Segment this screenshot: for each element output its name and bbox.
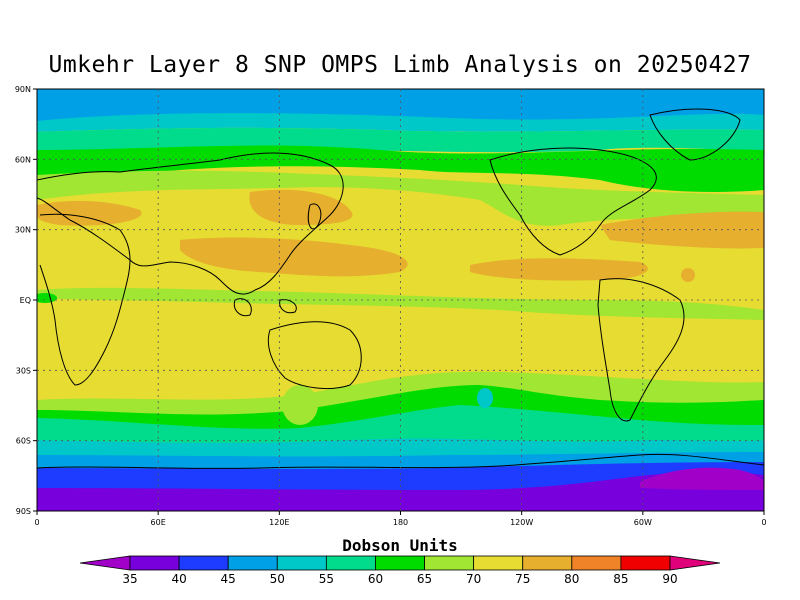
x-tick-label: 60W (634, 518, 652, 527)
colorbar-low-arrow (79, 555, 131, 571)
colorbar-label: 65 (417, 572, 432, 586)
colorbar-swatch (375, 555, 425, 571)
colorbar-label: 40 (171, 572, 186, 586)
x-tick-label: 0 (761, 518, 766, 527)
colorbar-title: Dobson Units (342, 536, 458, 555)
colorbar-label: 55 (319, 572, 334, 586)
x-tick-label: 120E (269, 518, 289, 527)
x-tick-label: 120W (510, 518, 533, 527)
colorbar-label: 85 (613, 572, 628, 586)
colorbar-swatch (129, 555, 180, 571)
colorbar-swatch (227, 555, 278, 571)
colorbar-high-arrow (669, 555, 721, 571)
colorbar-swatch (620, 555, 671, 571)
coastlines (37, 108, 764, 469)
gridlines (37, 89, 764, 511)
y-tick-label: 30S (16, 366, 31, 375)
y-tick-label: EQ (20, 296, 31, 305)
colorbar-label: 80 (564, 572, 579, 586)
x-axis: 0 60E 120E 180 120W 60W 0 (34, 511, 767, 527)
colorbar-label: 35 (122, 572, 137, 586)
map-title: Umkehr Layer 8 SNP OMPS Limb Analysis on… (48, 52, 752, 78)
y-axis: 90N 60N 30N EQ 30S 60S 90S (15, 85, 37, 516)
y-tick-label: 90S (16, 507, 31, 516)
y-tick-label: 60S (16, 437, 31, 446)
y-tick-label: 90N (15, 85, 31, 94)
colorbar-label: 50 (270, 572, 285, 586)
colorbar-swatch (276, 555, 327, 571)
colorbar-label: 60 (368, 572, 383, 586)
colorbar-swatch (571, 555, 622, 571)
x-tick-label: 180 (393, 518, 408, 527)
colorbar-label: 90 (662, 572, 677, 586)
colorbar-swatch (325, 555, 376, 571)
colorbar-label: 75 (515, 572, 530, 586)
x-tick-label: 60E (151, 518, 166, 527)
colorbar-swatch (522, 555, 573, 571)
colorbar-swatch (424, 555, 475, 571)
colorbar-label: 70 (466, 572, 481, 586)
y-tick-label: 60N (15, 155, 31, 164)
y-tick-label: 30N (15, 226, 31, 235)
colorbar-swatch (178, 555, 229, 571)
x-tick-label: 0 (34, 518, 39, 527)
colorbar-label: 45 (221, 572, 236, 586)
colorbar-swatch (473, 555, 524, 571)
colorbar: 35 40 45 50 55 60 65 70 75 80 85 90 (79, 555, 721, 586)
